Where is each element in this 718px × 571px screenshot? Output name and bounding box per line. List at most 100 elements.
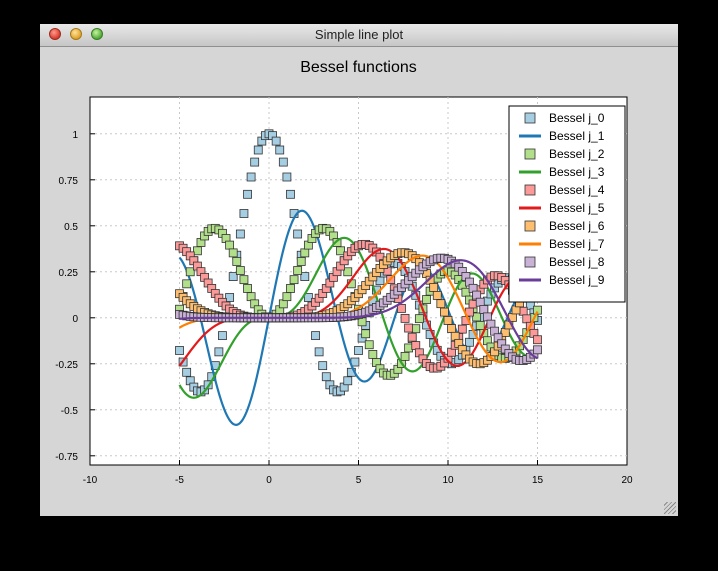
title-bar[interactable]: Simple line plot (40, 24, 678, 47)
legend-item: Bessel j_2 (524, 147, 605, 161)
y-tick-label: -0.25 (55, 360, 78, 371)
chart-title: Bessel functions (300, 59, 417, 76)
series-marker (225, 293, 235, 302)
series-marker (303, 293, 313, 302)
series-marker (411, 341, 421, 350)
series-marker (354, 346, 363, 355)
series-line (179, 259, 538, 360)
series-marker (239, 209, 249, 218)
series-marker (475, 321, 485, 330)
y-tick-label: 0 (72, 314, 78, 325)
series-marker (343, 376, 353, 386)
series-marker (414, 314, 424, 324)
series-marker (232, 257, 242, 266)
x-tick-label: 5 (356, 475, 362, 486)
series-marker (175, 346, 184, 355)
window-title: Simple line plot (314, 27, 404, 42)
legend-item: Bessel j_6 (524, 219, 605, 233)
series-9 (179, 259, 538, 360)
legend-item: Bessel j_1 (519, 129, 605, 143)
series-marker (397, 304, 406, 313)
legend-marker-swatch (524, 112, 536, 124)
series-marker (225, 240, 235, 250)
series-marker (246, 172, 256, 182)
x-tick-label: -5 (175, 475, 184, 486)
legend-marker-swatch (524, 256, 536, 268)
series-marker (293, 229, 303, 239)
series-marker (436, 299, 446, 309)
x-tick-label: 15 (532, 475, 544, 486)
legend-label: Bessel j_5 (549, 201, 605, 215)
series-marker (239, 275, 249, 285)
legend-label: Bessel j_6 (549, 219, 605, 233)
series-marker (343, 267, 353, 277)
series-marker (482, 312, 492, 322)
x-tick-label: 0 (266, 475, 272, 486)
plot-window: Simple line plot Bessel functions -10 -5 0 5… (40, 24, 678, 516)
series-marker (243, 284, 252, 293)
legend-item: Bessel j_5 (519, 201, 605, 215)
series-marker (296, 257, 306, 266)
series-marker (185, 267, 195, 277)
legend-label: Bessel j_2 (549, 147, 605, 161)
legend-marker-swatch (524, 184, 536, 196)
legend-item: Bessel j_3 (519, 165, 605, 179)
y-tick-label: 0.5 (64, 222, 78, 233)
y-tick-label: -0.75 (55, 452, 78, 463)
series-marker (214, 347, 224, 357)
close-button[interactable] (49, 28, 61, 40)
series-marker (533, 345, 542, 355)
legend-label: Bessel j_7 (549, 237, 605, 251)
series-marker (293, 266, 303, 275)
series-marker (522, 314, 532, 324)
series-marker (422, 295, 431, 304)
legend-label: Bessel j_1 (549, 129, 605, 143)
series-marker (286, 189, 295, 199)
legend-label: Bessel j_9 (549, 273, 605, 287)
series-marker (361, 329, 371, 339)
series-marker (300, 248, 310, 258)
resize-grip[interactable] (664, 502, 676, 514)
series-marker (228, 272, 238, 282)
y-tick-label: 0.75 (59, 176, 79, 187)
series-marker (286, 284, 295, 293)
legend-label: Bessel j_4 (549, 183, 605, 197)
series-marker (228, 248, 238, 258)
series-marker (314, 347, 324, 357)
series-marker (282, 172, 292, 182)
series-marker (432, 291, 442, 300)
series-marker (235, 266, 245, 275)
series-marker (250, 157, 260, 167)
zoom-button[interactable] (91, 28, 103, 40)
series-marker (440, 307, 449, 317)
legend-item: Bessel j_0 (524, 111, 605, 125)
series-marker (243, 189, 252, 199)
legend-marker-swatch (524, 148, 536, 160)
series-marker (533, 335, 542, 345)
legend-item: Bessel j_8 (524, 255, 605, 269)
x-tick-label: -10 (83, 475, 98, 486)
series-marker (282, 292, 292, 302)
series-marker (479, 305, 489, 314)
series-marker (407, 332, 417, 342)
series-marker (368, 350, 378, 359)
legend: Bessel j_0 Bessel j_1 Bessel j_2 Bessel j_3… (508, 105, 626, 303)
series-marker (235, 229, 245, 239)
y-tick-label: 1 (72, 130, 78, 141)
legend-item: Bessel j_9 (519, 273, 605, 287)
series-marker (300, 272, 310, 282)
y-tick-label: -0.5 (61, 406, 79, 417)
series-marker (275, 145, 285, 155)
series-marker (400, 313, 410, 323)
series-marker (404, 323, 414, 333)
x-tick-label: 20 (621, 475, 633, 486)
series-marker (182, 279, 192, 289)
legend-marker-swatch (524, 220, 536, 232)
series-marker (336, 246, 346, 256)
minimize-button[interactable] (70, 28, 82, 40)
series-marker (311, 331, 320, 341)
series-marker (429, 283, 439, 292)
series-marker (465, 337, 474, 347)
legend-box (508, 105, 626, 303)
series-marker (321, 372, 331, 382)
